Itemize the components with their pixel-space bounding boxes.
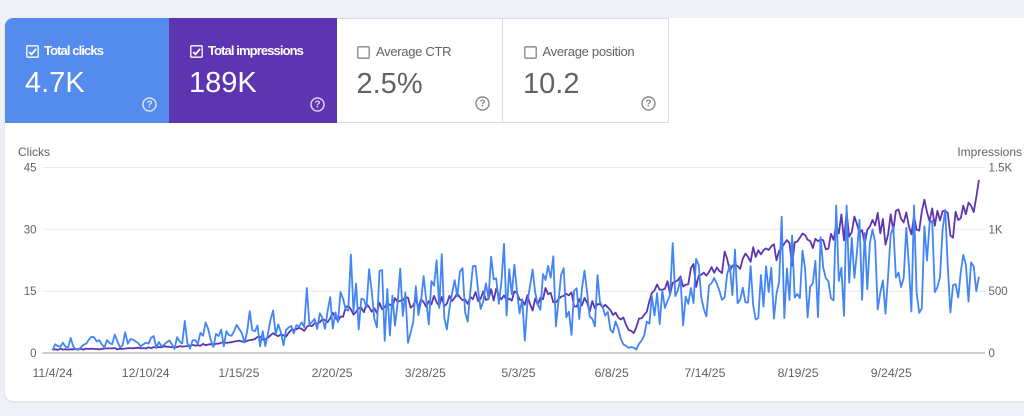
svg-text:Impressions: Impressions	[957, 145, 1022, 159]
svg-text:1K: 1K	[989, 224, 1003, 236]
svg-text:15: 15	[24, 286, 37, 298]
svg-text:1/15/25: 1/15/25	[218, 366, 259, 380]
svg-text:Clicks: Clicks	[18, 145, 50, 159]
svg-text:1.5K: 1.5K	[989, 163, 1013, 175]
svg-text:?: ?	[314, 99, 320, 110]
svg-text:8/19/25: 8/19/25	[778, 366, 819, 380]
svg-text:2/20/25: 2/20/25	[312, 366, 353, 380]
svg-text:11/4/24: 11/4/24	[32, 366, 72, 380]
svg-text:?: ?	[479, 99, 485, 110]
svg-text:6/8/25: 6/8/25	[595, 366, 629, 380]
svg-text:3/28/25: 3/28/25	[405, 366, 446, 380]
svg-text:9/24/25: 9/24/25	[871, 366, 912, 380]
svg-text:0: 0	[989, 348, 995, 360]
svg-text:5/3/25: 5/3/25	[501, 366, 535, 380]
svg-text:500: 500	[989, 286, 1008, 298]
svg-text:7/14/25: 7/14/25	[684, 366, 725, 380]
svg-text:?: ?	[146, 99, 152, 110]
svg-text:30: 30	[24, 224, 37, 236]
svg-text:?: ?	[645, 99, 651, 110]
svg-text:45: 45	[24, 163, 37, 175]
svg-text:12/10/24: 12/10/24	[122, 366, 170, 380]
svg-text:0: 0	[30, 348, 36, 360]
